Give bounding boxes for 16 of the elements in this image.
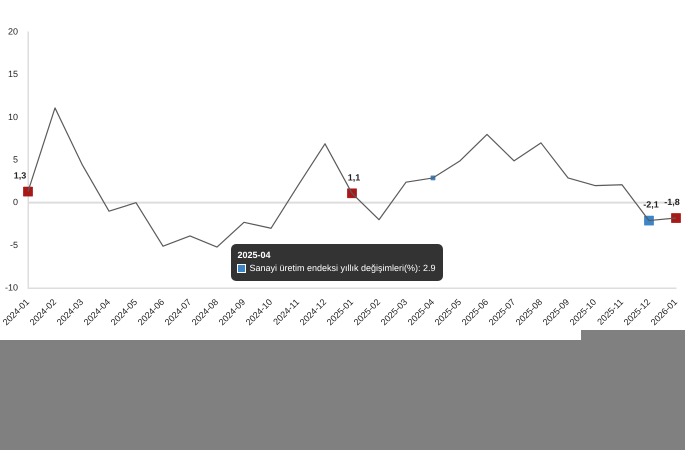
legend-label: Sanayi üretim endeksi yıllık değişimleri(%): 2.9 (249, 262, 436, 275)
y-tick-label: -10 (4, 282, 18, 292)
y-tick-label: -5 (10, 240, 18, 250)
data-label: 1,1 (348, 172, 360, 182)
y-tick-label: 5 (12, 154, 18, 164)
tooltip-panel: 2025-04 Sanayi üretim endeksi yıllık değişimleri(%): 2.9 (231, 244, 443, 281)
y-tick-label: 15 (8, 69, 18, 80)
y-tick-label: 20 (8, 26, 18, 36)
legend-title: 2025-04 (237, 249, 272, 262)
data-label: 1,3 (14, 170, 26, 181)
y-tick-label: 10 (8, 112, 18, 122)
point (23, 186, 33, 196)
point (671, 213, 681, 223)
data-label: -2,1 (643, 200, 659, 210)
y-tick-label: 0 (12, 197, 18, 208)
data-label: -1,8 (664, 197, 680, 208)
